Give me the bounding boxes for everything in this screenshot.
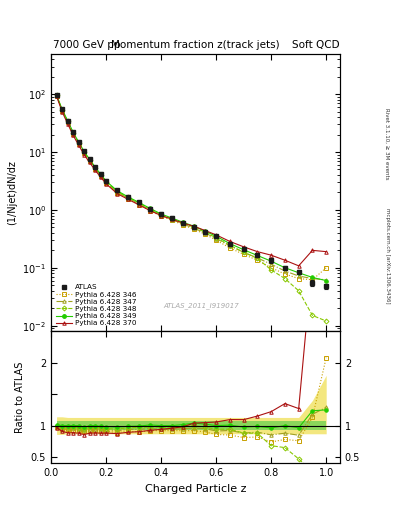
X-axis label: Charged Particle z: Charged Particle z [145,484,246,494]
Text: Rivet 3.1.10, ≥ 3M events: Rivet 3.1.10, ≥ 3M events [385,108,389,179]
Text: ATLAS_2011_I919017: ATLAS_2011_I919017 [163,302,239,309]
Title: Momentum fraction z(track jets): Momentum fraction z(track jets) [111,40,280,50]
Y-axis label: Ratio to ATLAS: Ratio to ATLAS [15,361,25,433]
Legend: ATLAS, Pythia 6.428 346, Pythia 6.428 347, Pythia 6.428 348, Pythia 6.428 349, P: ATLAS, Pythia 6.428 346, Pythia 6.428 34… [55,283,138,328]
Text: Soft QCD: Soft QCD [292,40,340,50]
Y-axis label: (1/Njet)dN/dz: (1/Njet)dN/dz [7,160,17,225]
Text: 7000 GeV pp: 7000 GeV pp [53,40,121,50]
Text: mcplots.cern.ch [arXiv:1306.3436]: mcplots.cern.ch [arXiv:1306.3436] [385,208,389,304]
